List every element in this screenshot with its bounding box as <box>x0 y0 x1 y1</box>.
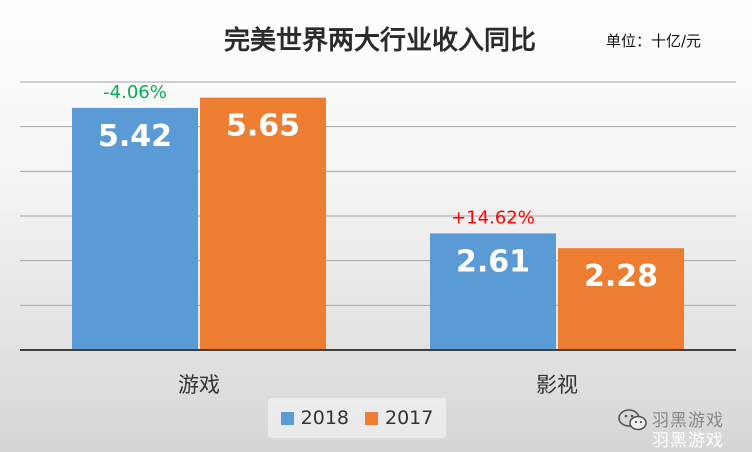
legend-swatch-2018 <box>280 411 294 425</box>
change-annotation: +14.62% <box>451 207 535 228</box>
data-label: 2.61 <box>456 244 530 279</box>
data-label: 5.42 <box>98 119 172 154</box>
watermark: 羽黑游戏 羽黑游戏 <box>618 404 748 451</box>
watermark-text-shadow: 羽黑游戏 <box>652 431 724 451</box>
wechat-icon <box>618 409 647 431</box>
change-annotation: -4.06% <box>103 82 167 103</box>
data-label: 2.28 <box>584 259 658 294</box>
legend: 2018 2017 <box>268 398 446 438</box>
chart-title: 完美世界两大行业收入同比 <box>223 26 536 56</box>
bar-2018-0 <box>72 107 198 350</box>
watermark-text: 羽黑游戏 <box>652 411 724 431</box>
bar-2017-1 <box>558 248 684 350</box>
legend-item-2017: 2017 <box>365 407 433 429</box>
bar-2017-0 <box>200 97 326 350</box>
data-label: 5.65 <box>226 109 300 144</box>
category-label: 游戏 <box>178 373 220 397</box>
unit-label: 单位：十亿/元 <box>606 32 702 50</box>
bar-2018-1 <box>430 233 556 350</box>
legend-swatch-2017 <box>365 411 378 425</box>
legend-item-2018: 2018 <box>280 407 349 429</box>
legend-label-2018: 2018 <box>300 407 349 429</box>
legend-label-2017: 2017 <box>385 407 434 429</box>
category-label: 影视 <box>536 373 578 397</box>
